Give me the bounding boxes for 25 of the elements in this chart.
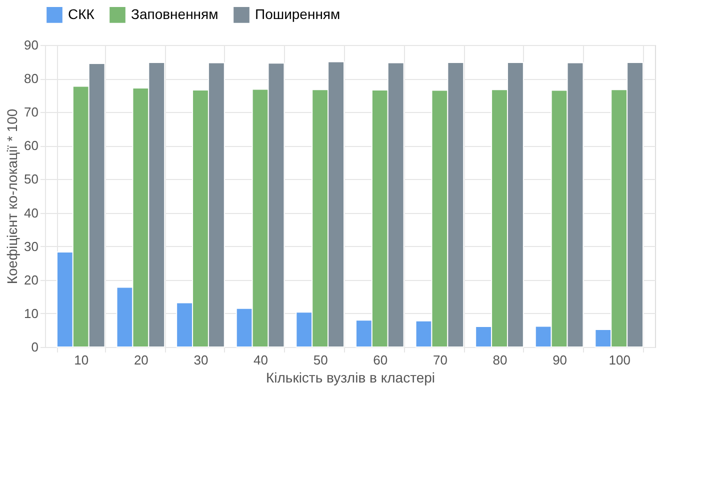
legend-label: Поширенням [255, 6, 340, 22]
y-tick-label: 70 [24, 104, 38, 120]
y-tick-label: 30 [24, 238, 38, 254]
x-tick-label: 50 [313, 352, 328, 368]
x-tick-label: 60 [373, 352, 388, 368]
y-tick-label: 90 [24, 38, 38, 52]
y-tick-label: 20 [24, 272, 38, 288]
legend-label: СКК [68, 6, 96, 22]
y-tick-label: 80 [24, 71, 38, 86]
x-tick-label: 30 [194, 352, 208, 368]
x-tick-label: 20 [134, 352, 148, 368]
y-tick-label: 40 [24, 205, 38, 220]
x-tick-label: 70 [432, 352, 448, 368]
x-axis-title: Кількість вузлів в кластері [266, 370, 436, 386]
y-axis-title: Коефіцієнт ко-локації * 100 [4, 108, 20, 284]
legend-label: Заповненням [131, 6, 218, 22]
x-tick-label: 100 [608, 352, 630, 368]
x-tick-label: 90 [552, 352, 568, 368]
y-tick-label: 10 [24, 306, 38, 321]
x-tick-label: 40 [254, 352, 268, 368]
y-tick-label: 50 [24, 172, 38, 187]
y-tick-label: 0 [31, 340, 38, 354]
x-tick-label: 80 [492, 352, 508, 368]
x-tick-label: 10 [74, 352, 89, 368]
y-tick-label: 60 [24, 138, 38, 154]
